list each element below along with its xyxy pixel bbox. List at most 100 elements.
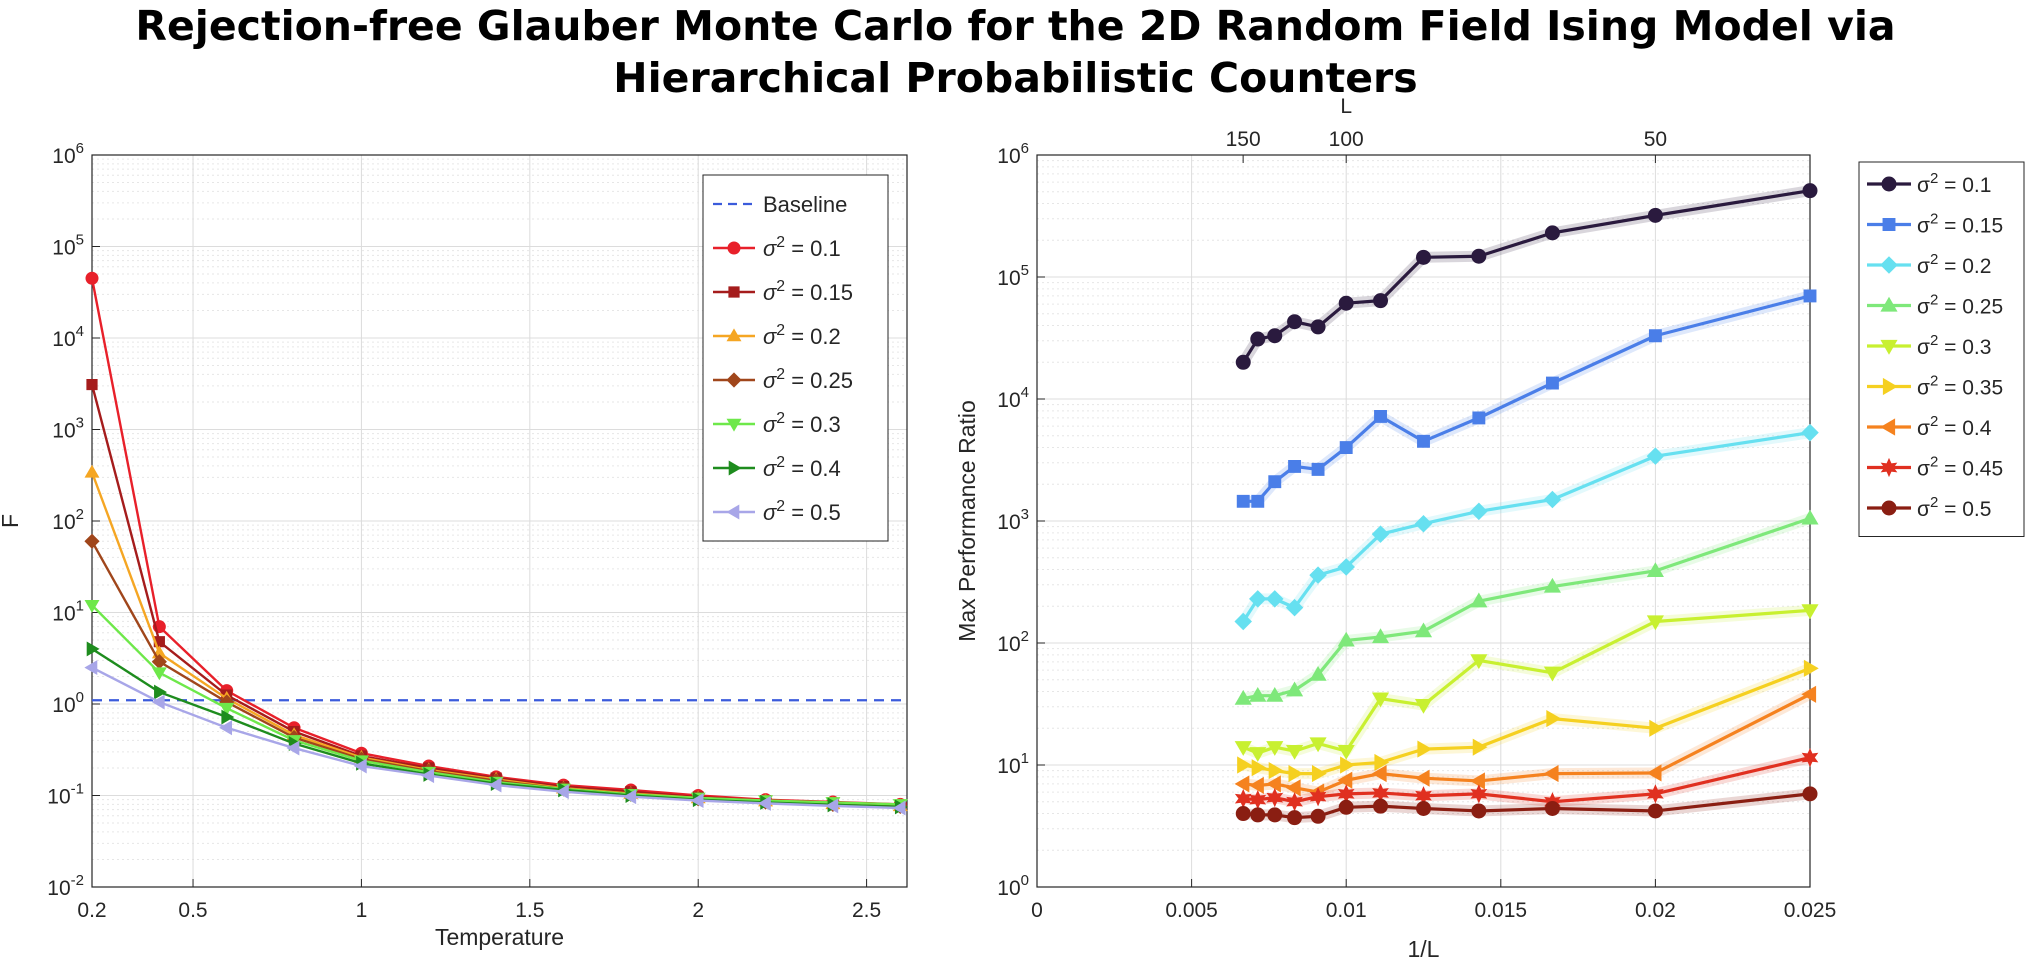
right-data-point xyxy=(1235,806,1251,822)
right-data-point xyxy=(1544,800,1560,816)
legend-swatch-marker xyxy=(726,372,742,388)
left-ytick-label: 104 xyxy=(52,323,84,351)
right-data-point xyxy=(1287,810,1303,826)
right-data-point xyxy=(1649,719,1665,737)
legend-swatch-marker xyxy=(1881,500,1897,516)
right-data-point xyxy=(1311,765,1327,783)
right-ytick-label: 106 xyxy=(997,140,1029,168)
right-data-point xyxy=(1544,225,1560,241)
right-data-point xyxy=(1373,798,1389,814)
right-data-point xyxy=(1801,747,1819,768)
legend-label: σ2 = 0.4 xyxy=(1917,413,1992,440)
secondary-xtick-label: 100 xyxy=(1329,128,1364,151)
right-data-point xyxy=(1288,765,1304,783)
left-data-point xyxy=(690,793,704,809)
right-data-point xyxy=(1234,775,1250,793)
right-xtick-label: 0 xyxy=(1031,899,1043,922)
right-data-point xyxy=(1545,376,1559,390)
right-ytick-label: 103 xyxy=(997,506,1029,534)
right-data-point xyxy=(1374,409,1387,423)
legend-label: σ2 = 0.15 xyxy=(1917,211,2003,238)
right-series xyxy=(1237,659,1819,783)
right-data-point xyxy=(1285,598,1304,617)
right-data-point xyxy=(1309,566,1327,584)
page-title-line-2: Hierarchical Probabilistic Counters xyxy=(613,54,1418,100)
right-data-point xyxy=(1266,686,1284,702)
right-xlabel: 1/L xyxy=(1408,936,1440,962)
right-data-point xyxy=(1310,319,1326,335)
right-data-point xyxy=(1337,558,1355,576)
left-data-point xyxy=(151,694,165,710)
legend-swatch-marker xyxy=(1880,339,1898,355)
right-ytick-label: 104 xyxy=(997,384,1029,412)
right-data-point xyxy=(1416,800,1431,816)
legend-label: σ2 = 0.3 xyxy=(1917,332,1991,359)
right-data-point xyxy=(1414,514,1433,533)
right-data-point xyxy=(1371,525,1390,543)
right-series xyxy=(1234,423,1819,631)
legend-swatch-marker xyxy=(1881,176,1897,192)
page-title-line-1: Rejection-free Glauber Monte Carlo for t… xyxy=(135,2,1896,50)
right-data-point xyxy=(1802,786,1818,802)
secondary-xtick-label: 150 xyxy=(1226,128,1261,151)
left-ytick-label: 103 xyxy=(52,415,84,443)
left-data-point xyxy=(488,777,502,793)
legend-label: σ2 = 0.35 xyxy=(1917,373,2003,400)
legend-swatch-marker xyxy=(728,286,740,298)
right-data-point xyxy=(1470,502,1488,521)
right-data-point xyxy=(1646,764,1662,782)
right-data-point xyxy=(1373,293,1389,309)
right-data-point xyxy=(1250,331,1266,347)
right-data-point xyxy=(1470,784,1488,804)
right-data-point xyxy=(1309,737,1327,753)
right-data-point xyxy=(1801,604,1819,620)
right-data-point xyxy=(1338,295,1354,311)
legend-swatch-marker xyxy=(726,418,742,432)
legend-swatch-marker xyxy=(726,504,740,520)
left-xtick-label: 0.5 xyxy=(178,899,207,922)
right-data-point xyxy=(1803,289,1817,303)
legend-label: σ2 = 0.2 xyxy=(1917,251,1991,278)
legend-swatch-marker xyxy=(1880,256,1898,274)
left-ylabel: F xyxy=(0,514,23,528)
right-ylabel: Max Performance Ratio xyxy=(954,400,980,642)
right-xtick-label: 0.025 xyxy=(1784,899,1837,922)
left-data-point xyxy=(84,464,100,478)
right-series xyxy=(1235,183,1818,370)
left-data-point xyxy=(219,720,233,736)
right-data-point xyxy=(1803,659,1819,677)
left-ytick-label: 10-2 xyxy=(47,872,84,900)
right-data-point xyxy=(1543,577,1562,593)
right-data-point xyxy=(1646,615,1664,631)
right-data-point xyxy=(1648,329,1662,343)
right-data-point xyxy=(1234,741,1252,756)
page-title: Rejection-free Glauber Monte Carlo for t… xyxy=(0,0,2031,100)
right-ytick-label: 100 xyxy=(997,872,1029,900)
right-data-point xyxy=(1310,808,1326,824)
right-data-point xyxy=(1337,744,1355,760)
left-data-point xyxy=(825,798,839,814)
left-data-point xyxy=(623,789,637,805)
right-series xyxy=(1234,604,1819,762)
left-axes-box xyxy=(91,154,908,888)
right-data-point xyxy=(1801,685,1817,703)
right-data-point xyxy=(1266,788,1284,808)
legend-baseline-label: Baseline xyxy=(763,192,847,217)
left-legend-box xyxy=(702,174,889,542)
right-data-point xyxy=(1417,740,1433,758)
right-data-point xyxy=(1337,771,1353,789)
right-data-point xyxy=(1543,765,1559,783)
legend-label: σ2 = 0.15 xyxy=(763,278,853,305)
right-xtick-label: 0.005 xyxy=(1165,899,1218,922)
right-data-point xyxy=(1647,207,1663,223)
left-ytick-label: 106 xyxy=(52,140,84,168)
legend-label: σ2 = 0.5 xyxy=(763,498,841,525)
legend-swatch-marker xyxy=(728,460,742,476)
right-data-point xyxy=(1285,779,1301,797)
left-data-point xyxy=(421,768,435,784)
right-data-point xyxy=(1338,799,1354,815)
right-data-point xyxy=(1249,686,1267,702)
right-data-point xyxy=(1249,747,1267,762)
legend-swatch-marker xyxy=(1880,457,1898,478)
